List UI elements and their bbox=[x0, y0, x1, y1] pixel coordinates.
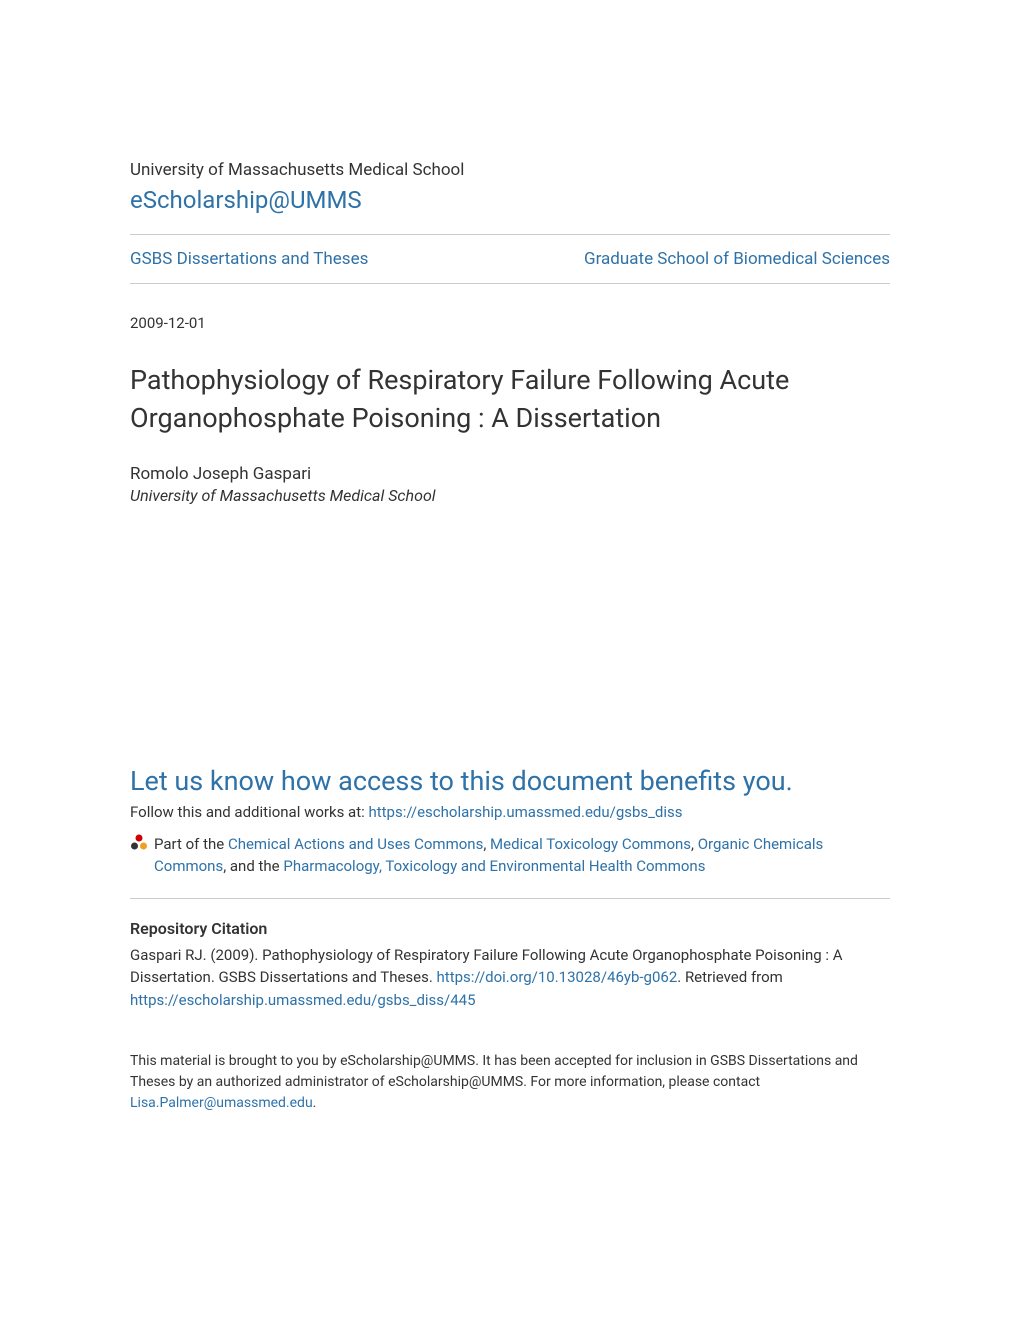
follow-text: Follow this and additional works at: htt… bbox=[130, 803, 890, 821]
nav-row: GSBS Dissertations and Theses Graduate S… bbox=[130, 235, 890, 283]
school-link[interactable]: Graduate School of Biomedical Sciences bbox=[584, 249, 890, 269]
part-of-prefix: Part of the bbox=[154, 835, 228, 853]
commons-link-1[interactable]: Chemical Actions and Uses Commons bbox=[228, 835, 483, 853]
commons-link-2[interactable]: Medical Toxicology Commons bbox=[490, 835, 691, 853]
doi-link[interactable]: https://doi.org/10.13028/46yb-g062 bbox=[437, 968, 678, 986]
benefit-link[interactable]: Let us know how access to this document … bbox=[130, 765, 890, 797]
divider bbox=[130, 283, 890, 284]
contact-email-link[interactable]: Lisa.Palmer@umassmed.edu bbox=[130, 1095, 313, 1111]
follow-url-link[interactable]: https://escholarship.umassmed.edu/gsbs_d… bbox=[368, 803, 682, 821]
page-header: University of Massachusetts Medical Scho… bbox=[130, 160, 890, 214]
retrieval-link[interactable]: https://escholarship.umassmed.edu/gsbs_d… bbox=[130, 991, 476, 1009]
network-icon bbox=[130, 834, 148, 856]
footer-text: This material is brought to you by eScho… bbox=[130, 1051, 890, 1114]
author-affiliation: University of Massachusetts Medical Scho… bbox=[130, 486, 890, 505]
collection-link[interactable]: GSBS Dissertations and Theses bbox=[130, 249, 368, 269]
repository-name: eScholarship@UMMS bbox=[130, 186, 890, 214]
publication-date: 2009-12-01 bbox=[130, 314, 890, 332]
divider bbox=[130, 898, 890, 899]
citation-text: Gaspari RJ. (2009). Pathophysiology of R… bbox=[130, 944, 890, 1012]
footer-suffix: . bbox=[313, 1095, 317, 1111]
institution-name: University of Massachusetts Medical Scho… bbox=[130, 160, 890, 180]
document-title: Pathophysiology of Respiratory Failure F… bbox=[130, 362, 890, 438]
follow-prefix: Follow this and additional works at: bbox=[130, 803, 368, 821]
repository-link[interactable]: eScholarship@UMMS bbox=[130, 186, 890, 214]
part-of-section: Part of the Chemical Actions and Uses Co… bbox=[130, 833, 890, 878]
commons-link-4[interactable]: Pharmacology, Toxicology and Environment… bbox=[283, 857, 705, 875]
citation-mid: . Retrieved from bbox=[677, 968, 783, 986]
benefit-link-text: Let us know how access to this document … bbox=[130, 765, 890, 797]
author-name: Romolo Joseph Gaspari bbox=[130, 464, 890, 484]
footer-prefix: This material is brought to you by eScho… bbox=[130, 1053, 858, 1090]
citation-heading: Repository Citation bbox=[130, 919, 890, 938]
part-of-text: Part of the Chemical Actions and Uses Co… bbox=[154, 833, 890, 878]
